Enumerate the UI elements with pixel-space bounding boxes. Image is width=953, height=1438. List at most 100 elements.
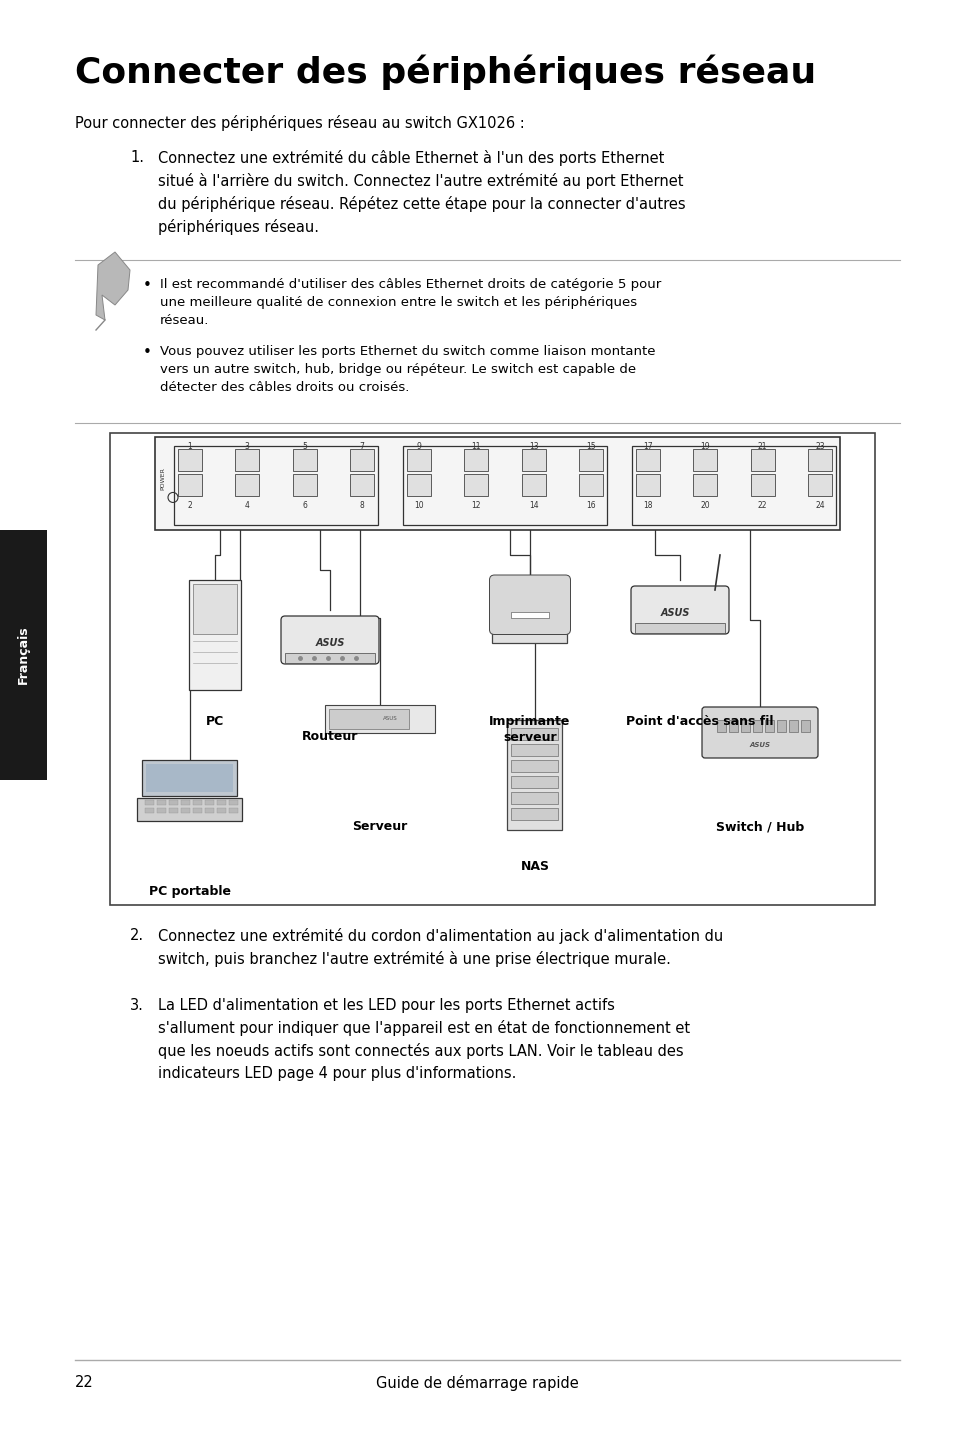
Text: 16: 16 [585, 500, 595, 510]
FancyBboxPatch shape [281, 615, 378, 664]
Text: 12: 12 [471, 500, 480, 510]
Bar [407, 475, 431, 496]
FancyBboxPatch shape [701, 707, 817, 758]
Bar [170, 800, 178, 805]
Bar [511, 611, 548, 617]
Bar [636, 475, 659, 496]
Bar [329, 709, 409, 729]
Bar [464, 449, 488, 472]
Bar [636, 449, 659, 472]
Text: Guide de démarrage rapide: Guide de démarrage rapide [375, 1375, 578, 1391]
Text: 23: 23 [814, 441, 824, 452]
Bar [350, 475, 374, 496]
Bar [801, 720, 809, 732]
Bar [293, 475, 316, 496]
Bar [181, 800, 191, 805]
Bar [157, 808, 167, 812]
Text: Routeur: Routeur [301, 731, 357, 743]
Bar [170, 808, 178, 812]
Text: ASUS: ASUS [659, 607, 689, 617]
Bar [407, 449, 431, 472]
Text: ASUS: ASUS [749, 742, 770, 748]
Bar [507, 720, 562, 830]
Bar [189, 580, 241, 690]
Bar [157, 800, 167, 805]
Bar [521, 475, 545, 496]
Bar [235, 449, 259, 472]
Bar [464, 475, 488, 496]
Bar [750, 475, 774, 496]
Text: 17: 17 [642, 441, 652, 452]
Bar [693, 449, 717, 472]
Bar [0, 531, 47, 779]
Bar [173, 446, 377, 525]
Text: Imprimante
serveur: Imprimante serveur [489, 715, 570, 743]
Text: 24: 24 [814, 500, 824, 510]
Text: 1: 1 [188, 441, 193, 452]
Bar [285, 653, 375, 663]
Bar [193, 800, 202, 805]
Bar [788, 720, 797, 732]
Bar [147, 764, 233, 792]
Bar [511, 743, 558, 756]
Text: PC portable: PC portable [149, 884, 231, 897]
Text: 13: 13 [528, 441, 537, 452]
Bar [205, 800, 214, 805]
Bar [293, 449, 316, 472]
Bar [578, 449, 602, 472]
Bar [205, 808, 214, 812]
Text: NAS: NAS [520, 860, 549, 873]
Bar [750, 449, 774, 472]
Text: Connectez une extrémité du cordon d'alimentation au jack d'alimentation du
switc: Connectez une extrémité du cordon d'alim… [158, 928, 722, 968]
Bar [764, 720, 773, 732]
Bar [325, 705, 435, 733]
Text: Français: Français [17, 626, 30, 684]
Bar [178, 449, 202, 472]
Bar [693, 475, 717, 496]
Bar [154, 437, 840, 531]
Bar [181, 808, 191, 812]
Polygon shape [96, 252, 130, 321]
Bar [193, 808, 202, 812]
Bar [740, 720, 749, 732]
Text: 15: 15 [585, 441, 595, 452]
Text: Point d'accès sans fil: Point d'accès sans fil [625, 715, 773, 728]
Text: •: • [143, 278, 152, 293]
Text: Pour connecter des périphériques réseau au switch GX1026 :: Pour connecter des périphériques réseau … [75, 115, 524, 131]
Bar [137, 798, 242, 821]
Bar [230, 800, 238, 805]
Bar [511, 761, 558, 772]
Bar [728, 720, 738, 732]
Text: 18: 18 [642, 500, 652, 510]
Text: Connectez une extrémité du câble Ethernet à l'un des ports Ethernet
situé à l'ar: Connectez une extrémité du câble Etherne… [158, 150, 685, 236]
Bar [511, 792, 558, 804]
Text: 4: 4 [245, 500, 250, 510]
Text: POWER: POWER [160, 467, 165, 490]
Bar [511, 728, 558, 741]
Text: Switch / Hub: Switch / Hub [715, 820, 803, 833]
Bar [511, 808, 558, 820]
Text: 20: 20 [700, 500, 710, 510]
Bar [146, 808, 154, 812]
Bar [230, 808, 238, 812]
Text: 7: 7 [359, 441, 364, 452]
FancyBboxPatch shape [489, 575, 570, 634]
Text: Connecter des périphériques réseau: Connecter des périphériques réseau [75, 55, 815, 91]
Bar [350, 449, 374, 472]
Bar [635, 623, 724, 633]
Bar [492, 580, 567, 643]
Text: 3.: 3. [130, 998, 144, 1012]
Text: 2.: 2. [130, 928, 144, 943]
Bar [193, 584, 236, 634]
Text: 19: 19 [700, 441, 710, 452]
Text: PC: PC [206, 715, 224, 728]
Bar [146, 800, 154, 805]
Text: Il est recommandé d'utiliser des câbles Ethernet droits de catégorie 5 pour
une : Il est recommandé d'utiliser des câbles … [160, 278, 660, 326]
Bar [776, 720, 785, 732]
Bar [521, 449, 545, 472]
Bar [142, 761, 237, 795]
Bar [578, 475, 602, 496]
Text: 6: 6 [302, 500, 307, 510]
Text: 8: 8 [359, 500, 364, 510]
Text: 22: 22 [758, 500, 766, 510]
